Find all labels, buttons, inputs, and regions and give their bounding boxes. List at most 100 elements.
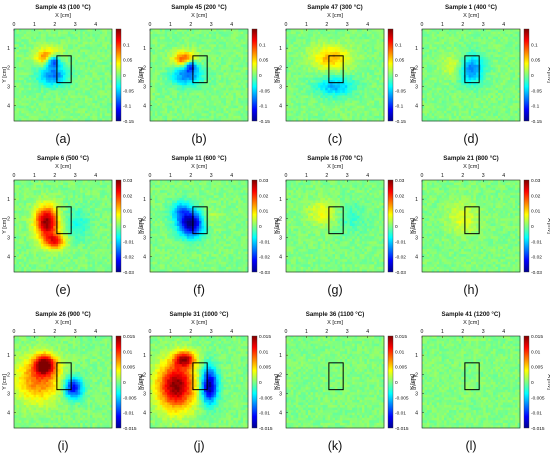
heatmap-cell	[369, 118, 373, 122]
heatmap-cell	[50, 54, 54, 58]
heatmap-cell	[233, 77, 237, 81]
heatmap-cell	[288, 72, 292, 76]
heatmap-cell	[221, 103, 224, 107]
heatmap-cell	[233, 75, 237, 78]
heatmap-cell	[208, 113, 212, 117]
heatmap-cell	[18, 41, 22, 45]
heatmap-cell	[48, 29, 52, 32]
heatmap-cell	[157, 52, 161, 55]
colorbar-tick-label: -0.15	[395, 119, 406, 125]
heatmap-cell	[221, 62, 224, 66]
heatmap-cell	[434, 34, 438, 38]
heatmap-cell	[223, 95, 227, 99]
heatmap-cell	[194, 95, 197, 99]
heatmap-cell	[436, 34, 440, 38]
heatmap-cell	[352, 57, 355, 61]
heatmap-cell	[92, 62, 96, 66]
heatmap-cell	[369, 29, 373, 32]
heatmap-cell	[216, 77, 219, 81]
heatmap-cell	[89, 118, 93, 122]
heatmap-cell	[325, 57, 329, 61]
heatmap-cell	[322, 39, 326, 43]
heatmap-cell	[67, 57, 71, 61]
heatmap-cell	[102, 72, 106, 76]
heatmap-cell	[303, 34, 306, 38]
heatmap-cell	[201, 72, 205, 76]
heatmap-cell	[327, 87, 331, 91]
heatmap-cell	[99, 54, 103, 58]
heatmap-cell	[181, 44, 185, 48]
heatmap-cell	[208, 77, 212, 81]
heatmap-cell	[357, 49, 360, 53]
heatmap-cell	[203, 46, 207, 50]
heatmap-cell	[369, 57, 373, 61]
heatmap-cell	[349, 98, 353, 101]
heatmap-cell	[213, 36, 217, 40]
heatmap-cell	[80, 105, 83, 109]
heatmap-cell	[286, 110, 289, 114]
heatmap-cell	[330, 59, 333, 63]
heatmap-cell	[245, 92, 249, 96]
heatmap-cell	[359, 29, 363, 32]
heatmap-cell	[33, 105, 37, 109]
heatmap-cell	[332, 46, 336, 50]
heatmap-cell	[14, 31, 17, 35]
heatmap-cell	[337, 85, 341, 89]
heatmap-cell	[38, 31, 42, 35]
heatmap-cell	[16, 100, 20, 104]
x-tick-label: 2	[325, 22, 328, 28]
heatmap-cell	[493, 41, 496, 45]
heatmap-cell	[317, 29, 321, 32]
heatmap-cell	[315, 82, 319, 86]
heatmap-cell	[444, 39, 447, 43]
heatmap-cell	[21, 69, 25, 73]
heatmap-cell	[468, 62, 472, 66]
heatmap-cell	[485, 44, 489, 48]
heatmap-cell	[80, 75, 83, 78]
heatmap-cell	[70, 29, 74, 32]
heatmap-cell	[288, 34, 292, 38]
heatmap-cell	[300, 34, 304, 38]
heatmap-cell	[240, 49, 244, 53]
heatmap-cell	[58, 98, 61, 101]
heatmap-cell	[107, 118, 110, 122]
heatmap-cell	[77, 115, 81, 119]
heatmap-cell	[213, 64, 217, 68]
heatmap-cell	[293, 41, 297, 45]
heatmap-cell	[371, 54, 375, 58]
heatmap-cell	[325, 98, 329, 101]
heatmap-cell	[337, 59, 341, 63]
heatmap-cell	[201, 110, 205, 114]
heatmap-cell	[194, 36, 197, 40]
heatmap-cell	[322, 59, 326, 63]
heatmap-cell	[181, 29, 185, 32]
heatmap-cell	[431, 36, 435, 40]
heatmap-cell	[16, 41, 20, 45]
heatmap-cell	[28, 115, 32, 119]
heatmap-cell	[167, 87, 170, 91]
x-tick-label: 4	[230, 22, 233, 28]
heatmap-cell	[295, 72, 299, 76]
heatmap-cell	[216, 118, 219, 122]
heatmap-cell	[102, 69, 106, 73]
heatmap-cell	[53, 69, 57, 73]
heatmap-cell	[243, 100, 246, 104]
heatmap-cell	[357, 59, 360, 63]
heatmap-cell	[176, 92, 180, 96]
heatmap-cell	[379, 39, 382, 43]
heatmap-cell	[216, 105, 219, 109]
heatmap-cell	[303, 67, 306, 71]
heatmap-cell	[169, 77, 173, 81]
heatmap-cell	[315, 115, 319, 119]
heatmap-cell	[349, 103, 353, 107]
heatmap-cell	[203, 113, 207, 117]
heatmap-cell	[453, 41, 457, 45]
heatmap-cell	[310, 100, 314, 104]
heatmap-cell	[65, 39, 69, 43]
heatmap-cell	[150, 82, 153, 86]
heatmap-cell	[189, 108, 193, 112]
heatmap-cell	[186, 82, 190, 86]
heatmap-cell	[288, 29, 292, 32]
heatmap-cell	[201, 118, 205, 122]
heatmap-cell	[72, 39, 76, 43]
